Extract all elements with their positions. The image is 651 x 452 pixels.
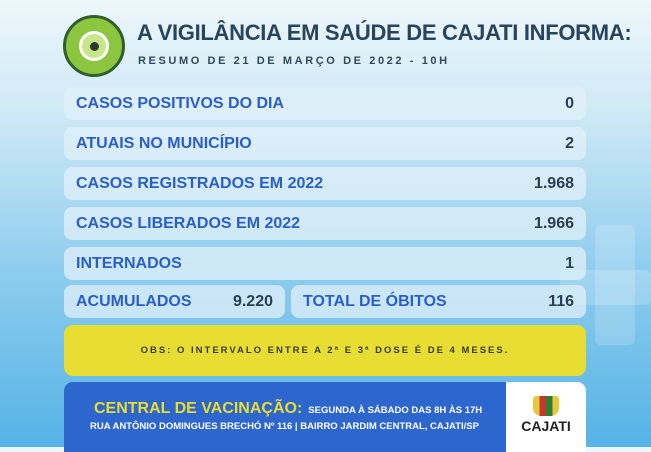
stat-row: CASOS REGISTRADOS EM 2022 1.968 (64, 167, 586, 200)
stat-label: CASOS POSITIVOS DO DIA (76, 94, 285, 112)
stat-value: 1.966 (533, 214, 574, 232)
stat-row: CASOS POSITIVOS DO DIA 0 (64, 87, 586, 120)
stat-label: CASOS LIBERADOS EM 2022 (76, 214, 301, 232)
stat-value: 1 (565, 254, 574, 272)
stat-label: ATUAIS NO MUNICÍPIO (76, 134, 252, 152)
crest-icon (533, 396, 559, 416)
central-heading: CENTRAL DE VACINAÇÃO: (94, 400, 303, 417)
stat-row: INTERNADOS 1 (64, 247, 586, 280)
page-title: A VIGILÂNCIA EM SAÚDE DE CAJATI INFORMA: (137, 20, 632, 45)
stat-value: 2 (565, 134, 574, 152)
city-name: CAJATI (521, 418, 571, 434)
stat-label: CASOS REGISTRADOS EM 2022 (76, 174, 324, 192)
central-address: RUA ANTÔNIO DOMINGUES BRECHÓ Nº 116 | BA… (90, 421, 479, 432)
stat-row: CASOS LIBERADOS EM 2022 1.966 (64, 207, 586, 240)
page-subtitle: RESUMO DE 21 DE MARÇO DE 2022 - 10H (138, 55, 450, 67)
city-logo: CAJATI (506, 382, 586, 452)
stat-value: 116 (548, 292, 574, 310)
decor-shape (595, 225, 635, 345)
stat-value: 1.968 (533, 174, 574, 192)
stat-value: 9.220 (232, 292, 273, 310)
stat-value: 0 (565, 94, 574, 112)
stat-label: TOTAL DE ÓBITOS (303, 292, 447, 310)
central-hours: SEGUNDA À SÁBADO DAS 8H ÀS 17H (308, 405, 483, 416)
stat-row: ATUAIS NO MUNICÍPIO 2 (64, 127, 586, 160)
accumulated-row: ACUMULADOS 9.220 (64, 285, 285, 318)
note-banner: OBS: O INTERVALO ENTRE A 2ª E 3ª DOSE É … (64, 325, 586, 376)
vigilancia-logo (63, 15, 125, 77)
stat-label: ACUMULADOS (76, 292, 192, 310)
deaths-row: TOTAL DE ÓBITOS 116 (291, 285, 586, 318)
stat-label: INTERNADOS (76, 254, 182, 272)
vaccination-center-banner: CENTRAL DE VACINAÇÃO: SEGUNDA À SÁBADO DA… (64, 382, 586, 452)
